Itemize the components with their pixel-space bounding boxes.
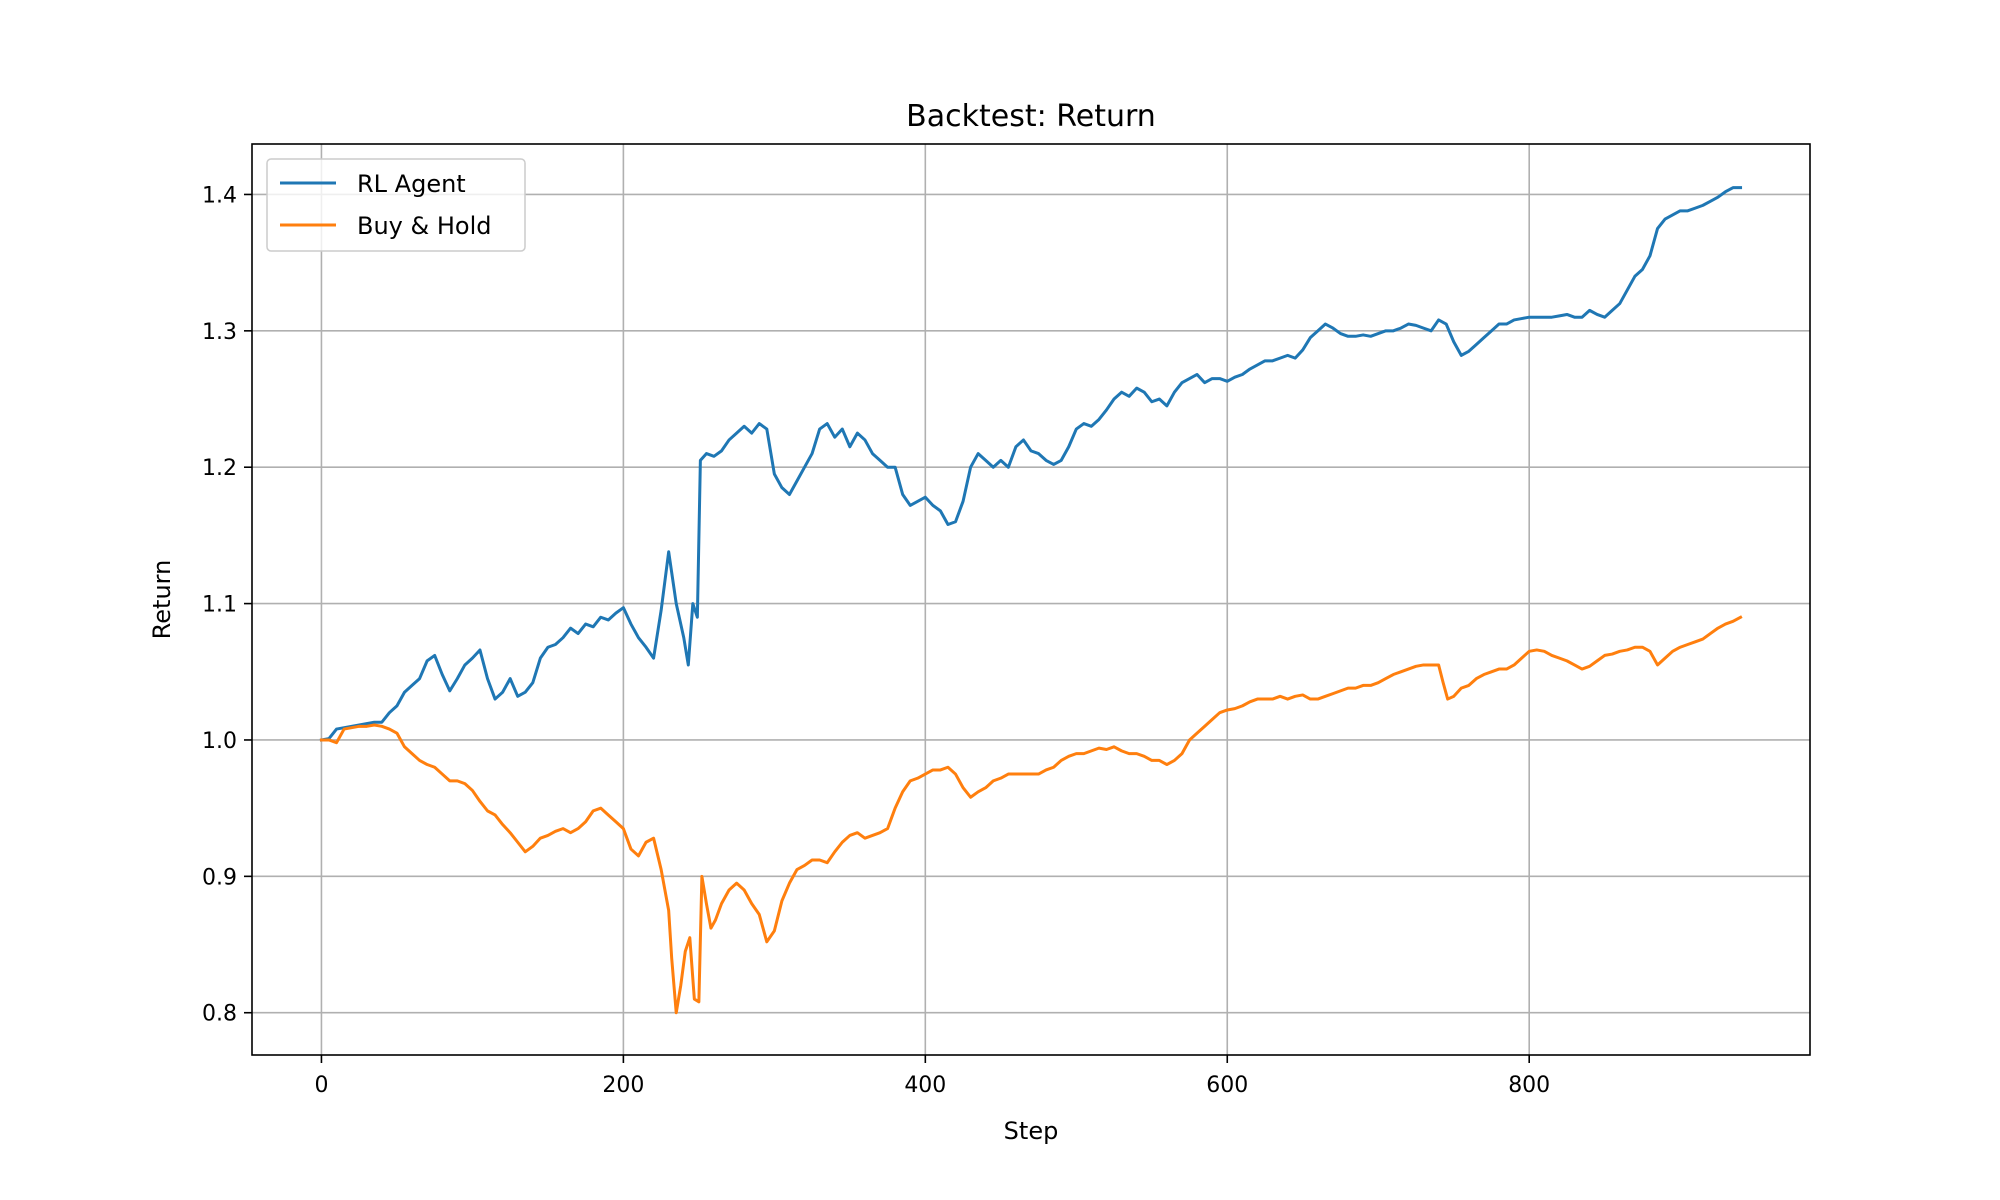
series-line-buy-hold <box>319 615 1743 1015</box>
y-tick-label: 0.8 <box>202 1002 237 1027</box>
legend-label-buy-hold: Buy & Hold <box>357 212 491 240</box>
legend: RL Agent Buy & Hold <box>266 158 526 252</box>
plot-frame <box>251 143 1811 1056</box>
x-tick-label: 600 <box>1206 1073 1248 1098</box>
y-tick-label: 1.1 <box>202 593 237 618</box>
series-line-rl-agent <box>319 186 1743 742</box>
x-tick-label: 800 <box>1508 1073 1550 1098</box>
chart-title: Backtest: Return <box>906 99 1156 134</box>
x-tick-label: 0 <box>314 1073 328 1098</box>
x-axis-label: Step <box>1004 1117 1059 1145</box>
y-axis-label: Return <box>148 560 176 640</box>
y-tick-label: 1.3 <box>202 320 237 345</box>
grid <box>252 144 1810 1055</box>
y-axis: 0.8 0.9 1.0 1.1 1.2 1.3 1.4 <box>202 183 252 1027</box>
y-tick-label: 0.9 <box>202 865 237 890</box>
x-tick-label: 400 <box>904 1073 946 1098</box>
x-axis: 0 200 400 600 800 <box>314 1055 1550 1098</box>
x-tick-label: 200 <box>602 1073 644 1098</box>
legend-label-rl-agent: RL Agent <box>357 170 466 198</box>
y-tick-label: 1.4 <box>202 183 237 208</box>
y-tick-label: 1.2 <box>202 456 237 481</box>
series-layer <box>319 186 1743 1015</box>
y-tick-label: 1.0 <box>202 729 237 754</box>
